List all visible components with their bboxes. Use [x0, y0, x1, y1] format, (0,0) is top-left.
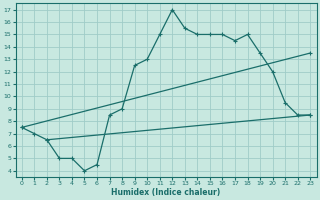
X-axis label: Humidex (Indice chaleur): Humidex (Indice chaleur)	[111, 188, 221, 197]
